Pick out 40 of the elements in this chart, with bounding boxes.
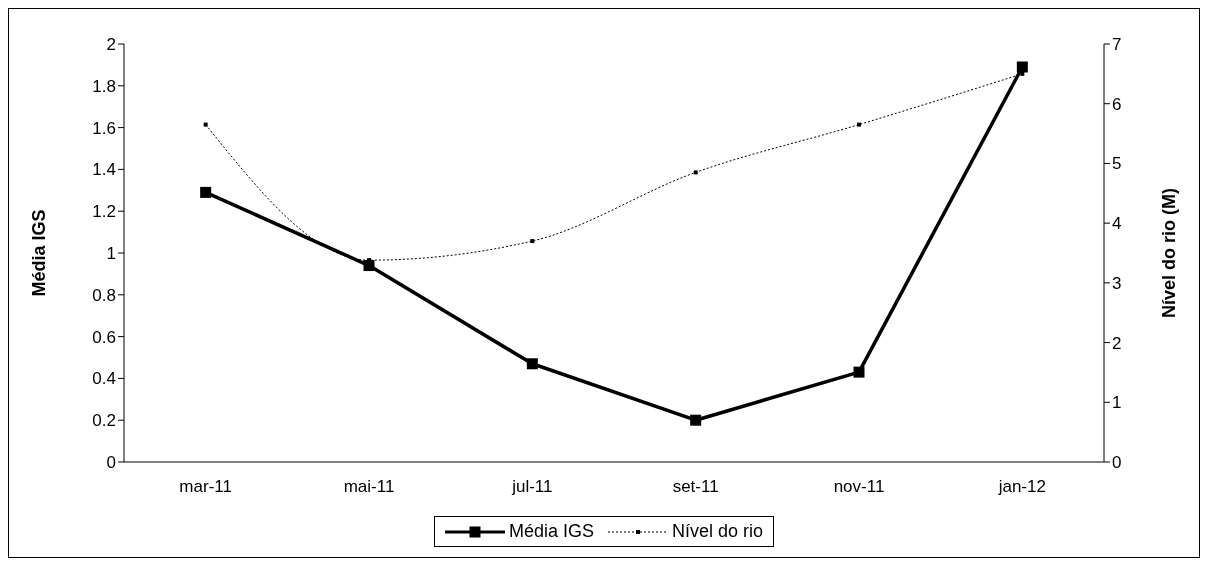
legend-label: Nível do rio — [672, 521, 764, 542]
point — [363, 260, 375, 272]
legend-label: Média IGS — [508, 521, 594, 542]
point — [857, 122, 861, 127]
point — [690, 414, 702, 426]
y-tick-label: 0.4 — [92, 369, 116, 389]
y2-tick-label: 2 — [1112, 333, 1122, 353]
y2-tick-label: 7 — [1112, 35, 1122, 55]
y-tick-label: 1.6 — [92, 118, 116, 138]
y-tick-label: 1.2 — [92, 202, 116, 222]
point — [1016, 61, 1028, 73]
point — [530, 239, 535, 244]
y-tick-label: 1 — [106, 244, 116, 264]
y-tick-label: 0.6 — [92, 327, 116, 347]
y-tick-label: 1.4 — [92, 160, 116, 180]
y2-axis-title: Nível do rio (M) — [1159, 188, 1180, 318]
y2-tick-label: 4 — [1112, 214, 1122, 234]
x-tick-label: set-11 — [672, 477, 719, 497]
y-tick-label: 0.8 — [92, 285, 116, 305]
y-tick-label: 1.8 — [92, 76, 116, 96]
y2-tick-label: 3 — [1112, 273, 1122, 293]
y2-tick-label: 0 — [1112, 453, 1122, 473]
y2-tick-label: 6 — [1112, 94, 1122, 114]
y-tick-label: 0 — [106, 453, 116, 473]
point — [853, 366, 865, 378]
y-tick-label: 2 — [106, 35, 116, 55]
y2-tick-label: 1 — [1112, 393, 1122, 413]
point — [200, 186, 212, 198]
point — [203, 122, 208, 127]
x-tick-label: mar-11 — [179, 477, 232, 497]
y-tick-label: 0.2 — [92, 411, 116, 431]
point — [693, 170, 698, 175]
point — [1020, 71, 1025, 76]
y-axis-title: Média IGS — [29, 209, 50, 297]
point — [526, 358, 538, 370]
x-tick-label: jan-12 — [997, 477, 1046, 497]
y2-tick-label: 5 — [1112, 154, 1122, 174]
x-tick-label: mai-11 — [343, 477, 395, 497]
x-tick-label: jul-11 — [511, 477, 553, 497]
x-tick-label: nov-11 — [833, 477, 885, 497]
